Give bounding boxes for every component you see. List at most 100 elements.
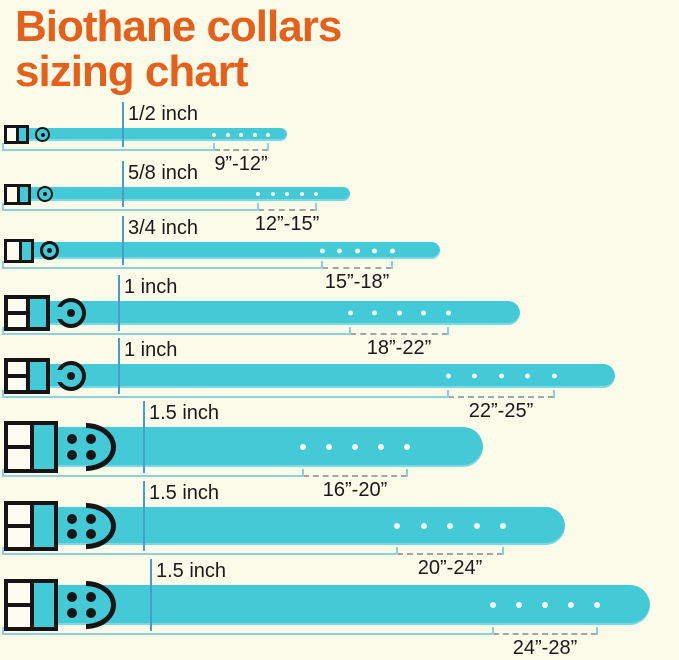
width-label: 1 inch <box>124 276 178 298</box>
hole-icon <box>337 248 342 253</box>
hole-icon <box>420 523 427 529</box>
bracket-tick <box>2 203 4 211</box>
buckle-icon <box>4 421 58 473</box>
size-range-label: 22”-25” <box>468 400 534 422</box>
collar-strap <box>8 187 350 201</box>
buckle-divider <box>8 445 31 449</box>
collar-row: 3/4 inch 15”-18” <box>0 216 679 293</box>
width-tick <box>150 559 152 631</box>
collar-row: 1.5 inch 24”-28” <box>0 559 679 659</box>
rivet-icon <box>85 513 96 524</box>
o-ring-icon <box>35 127 50 142</box>
hole-icon <box>352 444 358 450</box>
buckle-strap-pass <box>20 186 28 202</box>
collar-row: 1.5 inch 16”-20” <box>0 401 679 501</box>
bracket-tick <box>349 327 351 335</box>
size-bracket-dashed <box>258 209 316 211</box>
rivet-icon <box>66 513 77 524</box>
buckle-strap-pass <box>30 299 46 327</box>
hole-icon <box>500 523 506 529</box>
buckle-icon <box>4 183 31 205</box>
size-range-label: 9”-12” <box>214 153 268 175</box>
size-bracket-solid <box>2 149 214 151</box>
buckle-icon <box>4 295 50 331</box>
rivet-icon <box>85 592 96 602</box>
hole-icon <box>256 192 260 196</box>
hole-icon <box>445 310 451 316</box>
hole-icon <box>498 373 504 379</box>
hole-icon <box>568 602 574 608</box>
size-bracket-dashed <box>493 633 597 635</box>
rivets <box>62 589 100 621</box>
buckle-divider <box>18 241 22 260</box>
adjustment-holes <box>394 523 506 529</box>
hole-icon <box>445 373 451 379</box>
width-label: 1 inch <box>124 339 178 361</box>
width-label: 1.5 inch <box>149 482 220 504</box>
rivet-icon <box>85 450 96 460</box>
hole-icon <box>389 248 395 253</box>
hole-icon <box>473 523 480 529</box>
bracket-tick <box>2 627 4 635</box>
hole-icon <box>542 602 548 608</box>
buckle-divider <box>30 425 35 469</box>
size-range-label: 18”-22” <box>366 337 432 359</box>
page-title-line1: Biothane collars <box>15 2 342 51</box>
hole-icon <box>447 523 453 529</box>
rivet-icon <box>66 450 77 460</box>
hole-icon <box>225 132 230 137</box>
rivet-icon <box>85 608 96 618</box>
width-label: 1/2 inch <box>128 103 199 125</box>
buckle-icon <box>4 579 58 631</box>
size-range-label: 20”-24” <box>417 557 483 579</box>
width-tick <box>122 161 124 207</box>
hole-icon <box>396 310 402 316</box>
hole-icon <box>421 310 426 316</box>
collar-strap <box>8 242 440 259</box>
collar-row: 5/8 inch 12”-15” <box>0 161 679 235</box>
width-label: 3/4 inch <box>128 217 199 239</box>
hole-icon <box>490 602 496 608</box>
hole-icon <box>404 444 410 450</box>
bracket-tick <box>502 547 504 555</box>
size-bracket-solid <box>2 475 303 477</box>
size-bracket-solid <box>2 553 397 555</box>
hole-icon <box>551 373 557 379</box>
buckle-divider <box>17 186 21 202</box>
page-title-line2: sizing chart <box>15 47 249 96</box>
rivets <box>62 511 100 541</box>
size-bracket-solid <box>2 633 493 635</box>
hole-icon <box>319 248 325 253</box>
bracket-tick <box>447 327 449 335</box>
width-tick <box>143 481 145 551</box>
size-bracket-solid <box>2 267 322 269</box>
buckle-strap-pass <box>19 128 26 141</box>
size-bracket-dashed <box>448 396 554 398</box>
bracket-tick <box>2 143 4 151</box>
bracket-tick <box>315 203 317 211</box>
o-ring-icon <box>40 241 59 260</box>
bracket-tick <box>391 261 393 269</box>
bracket-tick <box>2 390 4 398</box>
size-bracket-dashed <box>322 267 392 269</box>
bracket-tick <box>2 261 4 269</box>
size-range-label: 16”-20” <box>322 479 388 501</box>
adjustment-holes <box>445 373 557 379</box>
buckle-strap-pass <box>30 362 46 390</box>
bracket-tick <box>2 327 4 335</box>
hole-icon <box>239 132 243 137</box>
rivets <box>62 431 100 463</box>
rivet-icon <box>85 528 96 539</box>
o-ring-icon <box>55 298 86 328</box>
buckle-divider <box>30 505 35 547</box>
buckle-strap-pass <box>34 425 54 469</box>
hole-icon <box>516 602 522 608</box>
width-tick <box>143 401 145 473</box>
buckle-divider <box>8 374 27 378</box>
width-tick <box>118 275 120 331</box>
bracket-tick <box>2 469 4 477</box>
collar-row: 1 inch 22”-25” <box>0 338 679 422</box>
width-tick <box>118 338 120 394</box>
bracket-tick <box>302 469 304 477</box>
